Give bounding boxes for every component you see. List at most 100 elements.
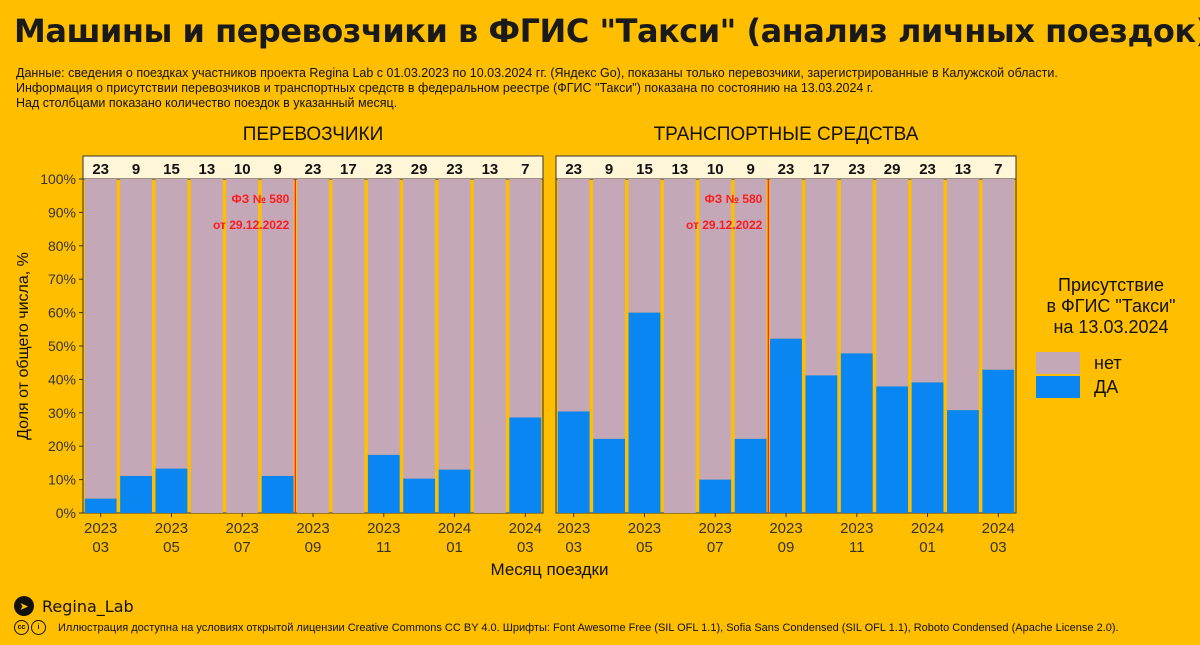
x-tick-year: 2024: [438, 520, 471, 537]
legend-title-line-1: Присутствие: [1058, 275, 1164, 295]
trip-count-label: 23: [919, 161, 936, 178]
bar-yes: [734, 438, 767, 513]
trip-count-label: 29: [884, 161, 901, 178]
x-tick-month: 03: [517, 539, 534, 556]
bar-no: [557, 179, 590, 412]
bar-no: [438, 179, 471, 470]
x-tick-month: 01: [446, 539, 463, 556]
x-tick-year: 2023: [628, 520, 661, 537]
bar-yes: [876, 386, 909, 513]
subtitle-line-1: Данные: сведения о поездках участников п…: [16, 66, 1058, 80]
x-tick-month: 03: [990, 539, 1007, 556]
legend-title-line-2: в ФГИС "Такси": [1046, 296, 1176, 316]
y-tick-label: 10%: [48, 472, 76, 488]
bar-no: [840, 179, 873, 354]
trip-count-label: 13: [955, 161, 972, 178]
brand-label: Regina_Lab: [42, 596, 134, 616]
law-annotation-line-2: от 29.12.2022: [686, 218, 763, 232]
trip-count-label: 23: [565, 161, 582, 178]
bar-yes: [947, 410, 979, 513]
x-tick-month: 11: [376, 539, 392, 556]
bar-no: [947, 179, 979, 411]
bar-yes: [557, 411, 590, 513]
trip-count-label: 15: [636, 161, 653, 178]
x-tick-year: 2023: [557, 520, 590, 537]
subtitle-line-2: Информация о присутствии перевозчиков и …: [16, 81, 874, 95]
legend-swatch-no: [1036, 352, 1080, 374]
x-tick-year: 2023: [699, 520, 732, 537]
x-tick-month: 07: [234, 539, 251, 556]
bar-no: [367, 179, 400, 455]
footer-brand[interactable]: ➤ Regina_Lab: [14, 596, 134, 616]
bar-no: [663, 179, 696, 513]
y-tick-label: 40%: [48, 371, 76, 387]
bar-no: [261, 179, 294, 476]
x-tick-year: 2023: [84, 520, 117, 537]
trip-count-label: 17: [813, 161, 830, 178]
bar-yes: [840, 353, 873, 513]
legend-title: Присутствие в ФГИС "Такси" на 13.03.2024: [1036, 275, 1186, 338]
bar-yes: [155, 468, 188, 513]
trip-count-label: 13: [482, 161, 499, 178]
chart-title: Машины и перевозчики в ФГИС "Такси" (ана…: [14, 12, 1200, 50]
trip-count-label: 15: [163, 161, 180, 178]
bar-no: [120, 179, 152, 476]
cc-license-icons: cc i: [14, 620, 48, 635]
trip-count-label: 13: [672, 161, 689, 178]
trip-count-label: 10: [707, 161, 724, 178]
trip-count-label: 23: [92, 161, 109, 178]
trip-count-label: 23: [848, 161, 865, 178]
x-tick-year: 2023: [769, 520, 802, 537]
x-tick-year: 2024: [982, 520, 1015, 537]
trip-count-label: 23: [375, 161, 392, 178]
trip-count-label: 7: [994, 161, 1002, 178]
x-tick-month: 01: [919, 539, 936, 556]
bar-yes: [261, 475, 294, 513]
bar-no: [805, 179, 838, 376]
x-tick-month: 09: [778, 539, 795, 556]
bar-no: [911, 179, 944, 383]
y-axis-title: Доля от общего числа, %: [15, 252, 32, 440]
y-tick-label: 20%: [48, 438, 76, 454]
bar-no: [155, 179, 188, 469]
x-tick-month: 09: [305, 539, 322, 556]
y-tick-label: 90%: [48, 204, 76, 220]
trip-count-label: 23: [305, 161, 322, 178]
x-tick-year: 2023: [226, 520, 259, 537]
panel-title-carriers: ПЕРЕВОЗЧИКИ: [242, 124, 384, 145]
bar-no: [982, 179, 1015, 370]
law-annotation-line-1: ФЗ № 580: [704, 192, 762, 206]
x-tick-year: 2024: [911, 520, 944, 537]
y-tick-label: 80%: [48, 238, 76, 254]
telegram-icon: ➤: [14, 596, 34, 616]
bar-yes: [628, 312, 661, 513]
bar-no: [509, 179, 542, 418]
trip-count-label: 23: [778, 161, 795, 178]
trip-count-label: 10: [234, 161, 251, 178]
trip-count-label: 29: [411, 161, 428, 178]
bar-yes: [438, 469, 471, 513]
bar-yes: [805, 375, 838, 513]
bar-yes: [120, 475, 152, 513]
y-tick-label: 100%: [40, 171, 76, 187]
legend-title-line-3: на 13.03.2024: [1053, 317, 1169, 337]
subtitle-line-3: Над столбцами показано количество поездо…: [16, 96, 398, 110]
bar-no: [403, 179, 436, 479]
x-tick-month: 03: [92, 539, 109, 556]
x-tick-month: 07: [707, 539, 724, 556]
bar-yes: [509, 417, 542, 513]
x-axis-title: Месяц поездки: [491, 560, 609, 579]
trip-count-label: 9: [605, 161, 613, 178]
x-tick-month: 05: [163, 539, 180, 556]
x-tick-year: 2024: [509, 520, 542, 537]
cc-icon: cc: [14, 620, 29, 635]
trip-count-label: 9: [746, 161, 754, 178]
footer-license: cc i Иллюстрация доступна на условиях от…: [14, 620, 1119, 635]
bar-no: [226, 179, 259, 513]
trip-count-label: 17: [340, 161, 357, 178]
trip-count-label: 9: [273, 161, 281, 178]
bar-no: [332, 179, 365, 513]
x-tick-year: 2023: [367, 520, 400, 537]
bar-no: [628, 179, 661, 313]
law-annotation-line-1: ФЗ № 580: [231, 192, 289, 206]
